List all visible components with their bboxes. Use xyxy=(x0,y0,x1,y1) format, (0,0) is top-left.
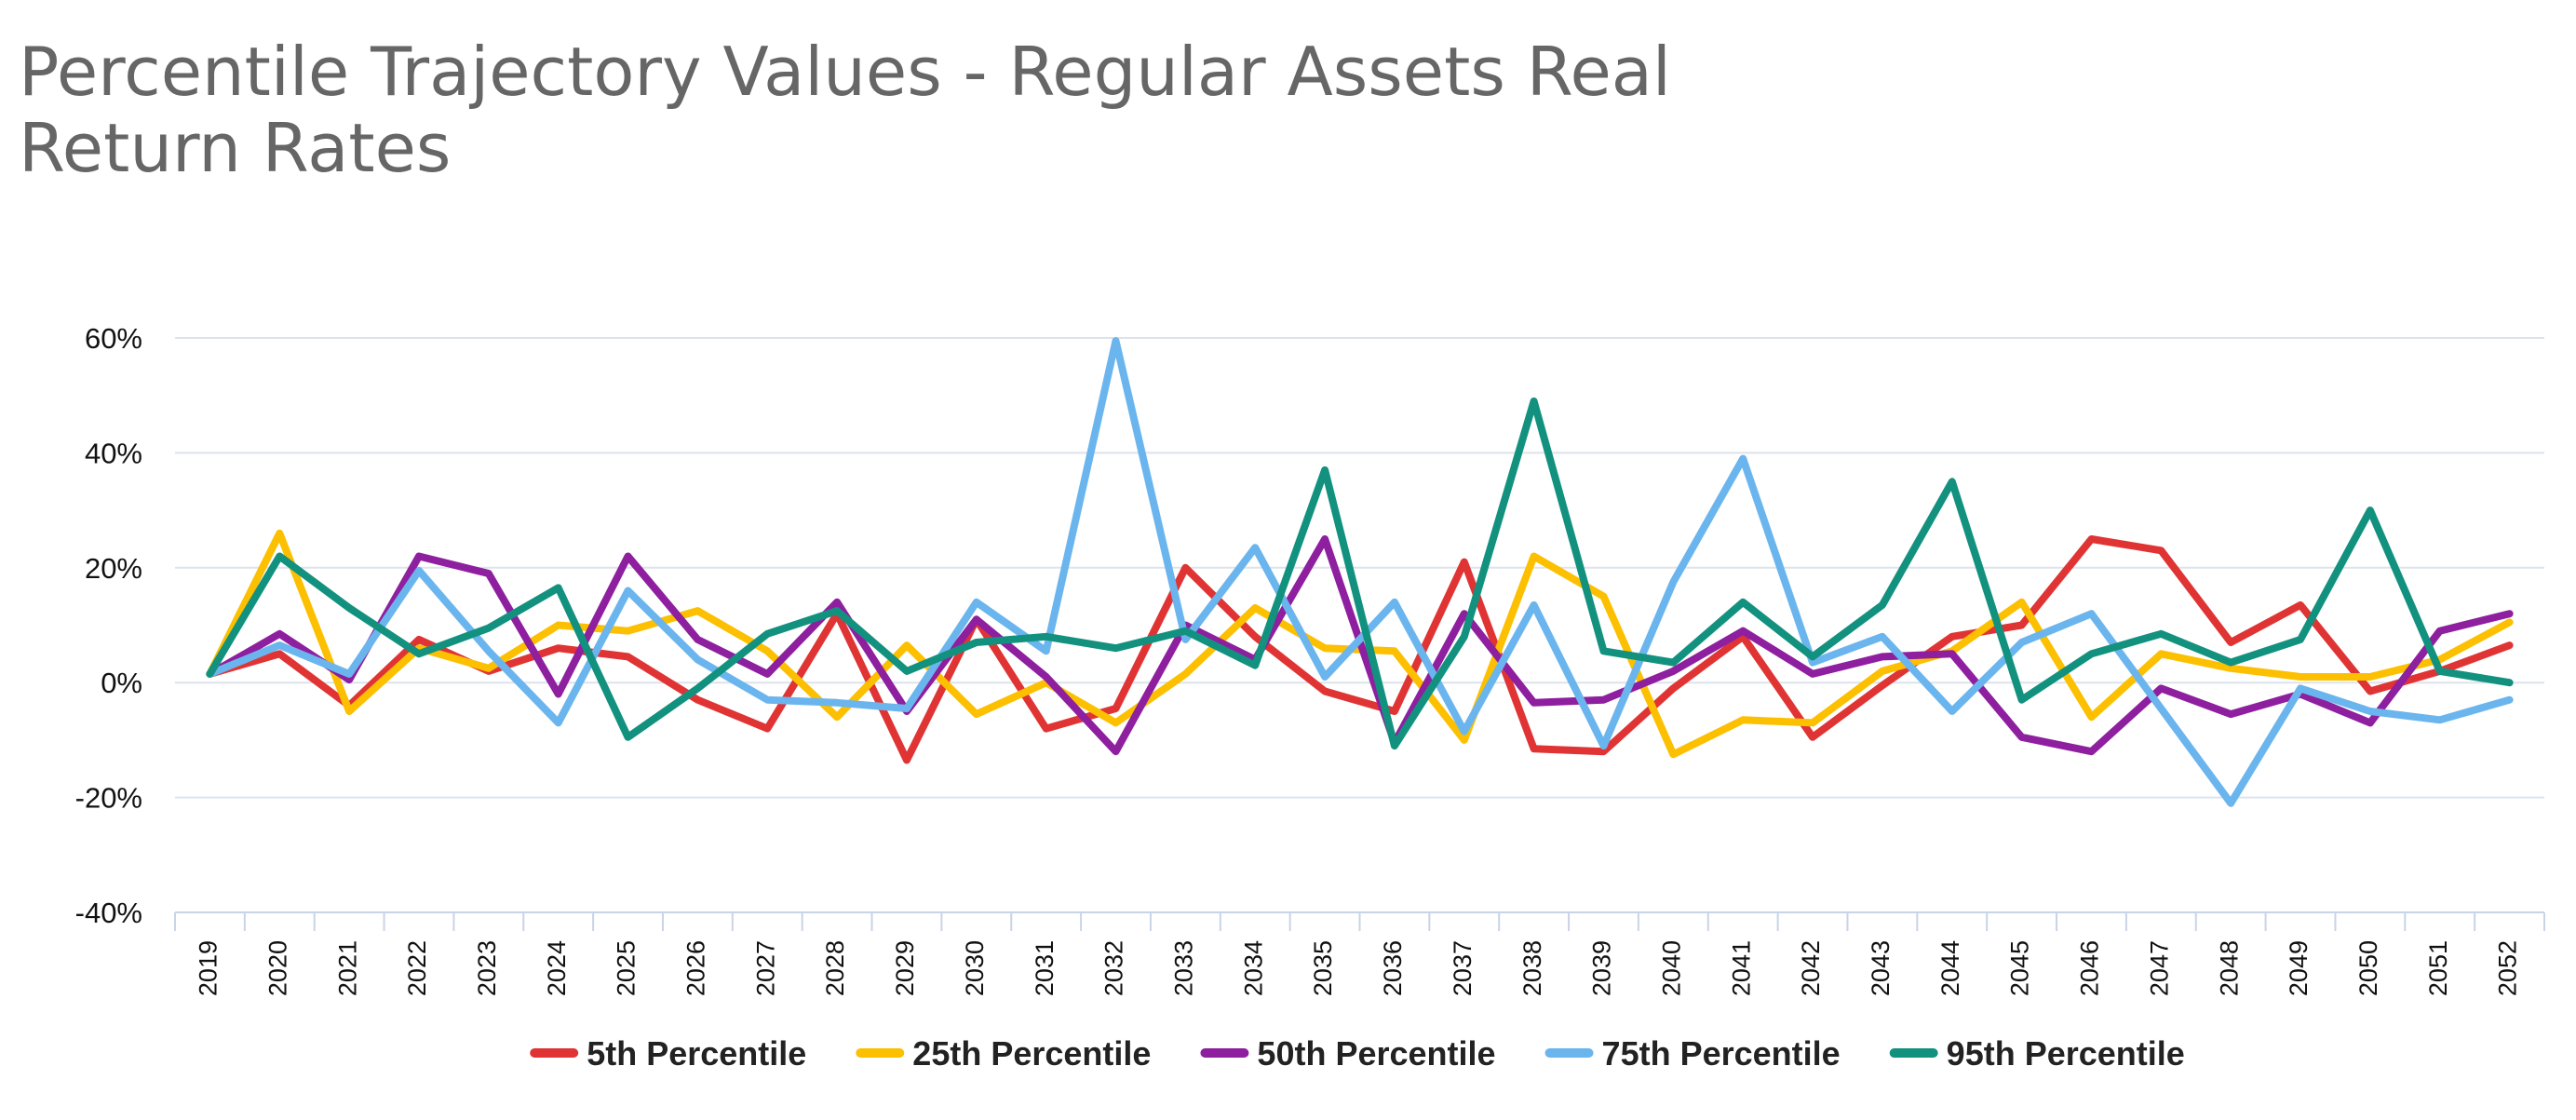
x-tick-label: 2034 xyxy=(1239,940,1267,996)
x-axis xyxy=(174,911,2545,931)
x-tick-label: 2041 xyxy=(1727,940,1755,996)
x-tick-label: 2051 xyxy=(2424,940,2452,996)
x-tick-label: 2043 xyxy=(1867,940,1895,996)
series-line-95th-percentile xyxy=(206,397,2514,750)
x-tick-label: 2031 xyxy=(1031,940,1059,996)
x-tick-label: 2027 xyxy=(751,940,779,996)
x-tick-label: 2029 xyxy=(891,940,919,996)
legend-item-75th-percentile[interactable]: 75th Percentile xyxy=(1544,1034,1841,1073)
y-tick-label: 40% xyxy=(85,437,142,469)
x-tick-label: 2035 xyxy=(1309,940,1337,996)
x-tick-label: 2045 xyxy=(2006,940,2034,996)
y-tick-label: -20% xyxy=(75,782,142,815)
x-axis-tick-labels: 2019 2020 2021 2022 2023 2024 2025 2026 2027 2028… xyxy=(195,940,2522,996)
x-tick-label: 2036 xyxy=(1379,940,1407,996)
y-tick-label: 20% xyxy=(85,552,142,585)
x-tick-label: 2030 xyxy=(961,940,989,996)
y-axis-tick-labels: -40% -20% 0% 20% 40% 60% xyxy=(75,322,142,929)
x-tick-label: 2046 xyxy=(2076,940,2104,996)
x-tick-label: 2047 xyxy=(2145,940,2173,996)
legend-item-5th-percentile[interactable]: 5th Percentile xyxy=(530,1034,806,1073)
legend-label: 5th Percentile xyxy=(587,1034,806,1073)
x-tick-label: 2050 xyxy=(2354,940,2382,996)
legend-label: 25th Percentile xyxy=(912,1034,1151,1073)
legend-label: 50th Percentile xyxy=(1257,1034,1495,1073)
x-tick-label: 2049 xyxy=(2285,940,2313,996)
chart-title: Percentile Trajectory Values - Regular A… xyxy=(19,33,1671,187)
x-tick-label: 2037 xyxy=(1449,940,1477,996)
x-tick-label: 2020 xyxy=(263,940,291,996)
legend-item-25th-percentile[interactable]: 25th Percentile xyxy=(856,1034,1151,1073)
series-line-75th-percentile xyxy=(206,337,2514,807)
y-tick-label: -40% xyxy=(75,897,142,929)
x-tick-label: 2026 xyxy=(682,940,710,996)
x-tick-label: 2039 xyxy=(1588,940,1616,996)
x-tick-label: 2040 xyxy=(1657,940,1685,996)
x-tick-label: 2023 xyxy=(473,940,501,996)
legend-item-95th-percentile[interactable]: 95th Percentile xyxy=(1889,1034,2185,1073)
x-tick-label: 2024 xyxy=(543,940,571,996)
x-tick-label: 2028 xyxy=(821,940,849,996)
gridlines xyxy=(175,337,2544,799)
x-tick-label: 2025 xyxy=(613,940,641,996)
x-tick-label: 2052 xyxy=(2494,940,2522,996)
x-tick-label: 2038 xyxy=(1518,940,1546,996)
x-tick-label: 2048 xyxy=(2215,940,2243,996)
legend-label: 95th Percentile xyxy=(1947,1034,2185,1073)
x-tick-label: 2019 xyxy=(195,940,223,996)
x-tick-label: 2033 xyxy=(1169,940,1197,996)
y-tick-label: 60% xyxy=(85,322,142,355)
x-tick-label: 2021 xyxy=(333,940,361,996)
y-tick-label: 0% xyxy=(101,667,142,699)
x-tick-label: 2032 xyxy=(1100,940,1128,996)
x-tick-label: 2022 xyxy=(403,940,431,996)
x-tick-label: 2044 xyxy=(1936,940,1964,996)
x-tick-label: 2042 xyxy=(1797,940,1825,996)
series-lines xyxy=(206,337,2514,807)
legend-label: 75th Percentile xyxy=(1602,1034,1841,1073)
legend: 5th Percentile 25th Percentile 50th Percen… xyxy=(530,1034,2185,1073)
legend-item-50th-percentile[interactable]: 50th Percentile xyxy=(1200,1034,1496,1073)
